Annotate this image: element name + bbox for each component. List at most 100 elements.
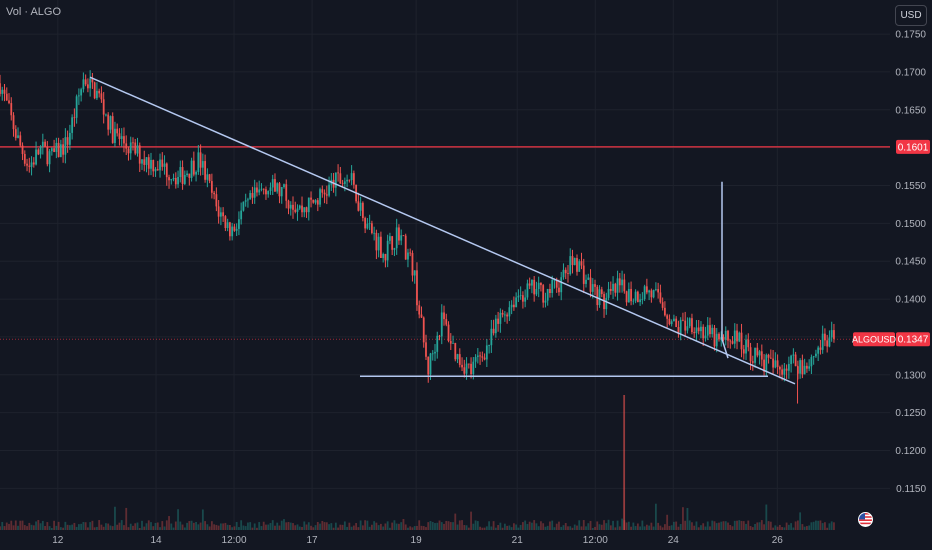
volume-bar (553, 527, 556, 530)
candle-body (269, 187, 272, 191)
candle-body (350, 173, 353, 181)
volume-bar (436, 522, 439, 530)
volume-bar (833, 522, 835, 530)
y-tick-label: 0.1150 (896, 484, 926, 495)
x-tick-label: 24 (668, 535, 680, 546)
volume-bar (242, 525, 245, 530)
volume-bar (87, 527, 89, 530)
candle-body (551, 279, 554, 294)
candle-body (226, 222, 229, 229)
candle-body (639, 299, 642, 303)
volume-bar (650, 522, 653, 530)
volume-bar (677, 526, 680, 530)
volume-bar (700, 525, 702, 530)
volume-bar (165, 520, 168, 530)
volume-bar (691, 522, 693, 530)
candle-body (93, 82, 96, 99)
volume-bar (456, 524, 459, 530)
volume-bar (154, 522, 157, 530)
volume-bar (756, 522, 759, 530)
volume-bar (781, 527, 784, 530)
candle-body (778, 366, 781, 370)
candle-body (512, 304, 515, 308)
candle-body (558, 287, 560, 293)
volume-bar (790, 523, 793, 530)
candle-body (598, 289, 601, 306)
volume-bar (195, 521, 197, 530)
volume-bar (407, 527, 409, 530)
candle-body (803, 365, 806, 375)
volume-bar (53, 520, 55, 530)
candle-body (749, 347, 752, 362)
volume-bar (301, 526, 303, 530)
volume-bar (582, 520, 585, 530)
candle-body (316, 200, 319, 205)
volume-bar (738, 520, 741, 530)
volume-bar (785, 522, 788, 530)
volume-bar (616, 520, 619, 530)
volume-bar (177, 509, 179, 530)
symbol-badge (853, 332, 895, 347)
volume-bar (267, 524, 270, 530)
x-tick-label: 14 (150, 535, 162, 546)
volume-bar (589, 520, 592, 530)
volume-bar (524, 520, 527, 530)
volume-indicator-label[interactable]: Vol · ALGO (6, 6, 62, 18)
candle-body (729, 340, 732, 342)
candle-body (66, 137, 69, 145)
candle-body (102, 99, 105, 115)
us-flag-icon[interactable] (858, 512, 873, 527)
candle-body (247, 199, 249, 201)
volume-bar (323, 522, 326, 530)
volume-bar (395, 523, 398, 530)
volume-bar (330, 523, 333, 530)
y-tick-label: 0.1300 (895, 370, 926, 381)
candle-body (449, 341, 452, 344)
volume-bar (420, 525, 423, 530)
y-tick-label: 0.1550 (895, 181, 926, 192)
trend-drawings[interactable] (89, 76, 796, 385)
candle-body (413, 270, 416, 276)
candle-body (781, 369, 784, 375)
volume-bar (364, 520, 367, 530)
volume-bar (125, 507, 128, 530)
volume-bar (594, 526, 596, 530)
candle-body (190, 160, 193, 178)
candle-body (537, 282, 540, 290)
candle-body (150, 159, 152, 169)
candle-body (666, 315, 669, 319)
descending-trendline[interactable] (89, 76, 796, 385)
candle-body (265, 189, 267, 195)
candle-body (219, 212, 222, 217)
volume-spike (623, 395, 626, 530)
volume-bar (325, 522, 328, 530)
volume-bar (35, 521, 37, 530)
candle-body (100, 93, 103, 100)
candle-body (479, 355, 481, 357)
volume-bar (749, 526, 752, 530)
target-measure-tail[interactable] (721, 338, 729, 359)
volume-bar (605, 523, 608, 530)
candle-body (522, 295, 524, 302)
candle-body (334, 172, 337, 188)
candle-body (404, 235, 407, 260)
candle-body (325, 194, 328, 196)
price-axis[interactable]: 0.1750 0.1700 0.1650 0.1550 0.1500 0.1450 0.14… (895, 30, 926, 495)
time-axis[interactable]: 12 14 12:00 17 19 21 12:00 24 26 (52, 535, 783, 546)
volume-bar (817, 520, 820, 530)
candle-body (472, 361, 475, 375)
volume-bar (425, 527, 427, 530)
x-tick-label: 26 (772, 535, 784, 546)
volume-bar (709, 526, 711, 530)
candle-body (758, 351, 761, 356)
candle-body (790, 355, 793, 364)
volume-bar (688, 520, 691, 530)
volume-bar (21, 520, 24, 530)
currency-button[interactable]: USD (895, 5, 927, 26)
volume-bar (48, 526, 51, 530)
volume-bar (244, 526, 247, 530)
candle-body (71, 117, 74, 133)
candle-body (528, 283, 531, 286)
volume-bar (219, 523, 222, 530)
